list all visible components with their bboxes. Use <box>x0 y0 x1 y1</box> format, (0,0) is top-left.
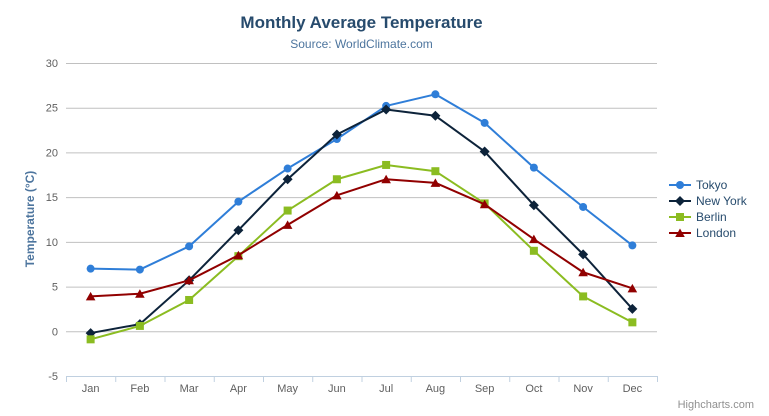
data-point-london[interactable] <box>430 178 441 187</box>
data-point-berlin[interactable] <box>628 318 637 327</box>
series-line-london[interactable] <box>89 178 634 298</box>
data-point-new-york[interactable] <box>430 110 441 121</box>
diamond-marker <box>675 196 685 206</box>
data-point-berlin[interactable] <box>579 292 588 301</box>
legend-item-berlin[interactable]: Berlin <box>669 209 747 225</box>
x-axis-tick-label: Aug <box>426 383 446 395</box>
x-axis-tick-label: Feb <box>130 383 149 395</box>
data-point-berlin[interactable] <box>135 321 144 330</box>
data-point-london[interactable] <box>627 283 638 293</box>
data-point-berlin[interactable] <box>431 167 440 176</box>
data-point-berlin[interactable] <box>283 206 292 215</box>
data-point-tokyo[interactable] <box>431 90 440 99</box>
data-point-new-york[interactable] <box>479 146 490 157</box>
series-tokyo[interactable] <box>86 90 637 274</box>
data-point-tokyo[interactable] <box>579 202 588 211</box>
square-marker <box>676 213 684 221</box>
circle-marker-icon <box>669 179 691 191</box>
gridlines <box>66 63 657 333</box>
series-london[interactable] <box>85 174 638 301</box>
legend-item-tokyo[interactable]: Tokyo <box>669 177 747 193</box>
legend: Tokyo New York Berlin London <box>669 177 747 241</box>
legend-label: Berlin <box>696 210 727 224</box>
series-line-berlin[interactable] <box>89 163 634 341</box>
y-axis-tick-label: -5 <box>48 371 58 383</box>
y-axis-title: Temperature (°C) <box>23 170 37 268</box>
x-axis-tick-label: Mar <box>180 383 199 395</box>
data-point-berlin[interactable] <box>332 175 341 184</box>
data-point-london[interactable] <box>578 267 588 277</box>
x-axis-tick-label: Oct <box>525 383 542 395</box>
legend-label: New York <box>696 194 747 208</box>
data-point-berlin[interactable] <box>185 295 194 304</box>
legend-label: London <box>696 226 737 240</box>
data-point-new-york[interactable] <box>528 200 539 211</box>
data-point-london[interactable] <box>282 220 293 229</box>
data-point-london[interactable] <box>332 190 342 200</box>
triangle-marker <box>675 228 685 237</box>
data-point-new-york[interactable] <box>578 249 589 260</box>
data-point-berlin[interactable] <box>86 335 95 344</box>
legend-item-london[interactable]: London <box>669 225 747 241</box>
data-point-london[interactable] <box>233 250 244 260</box>
data-point-berlin[interactable] <box>529 246 538 255</box>
chart-title: Monthly Average Temperature <box>240 13 483 32</box>
x-axis-tick-label: Jan <box>82 383 100 395</box>
data-point-tokyo[interactable] <box>86 264 95 273</box>
data-point-tokyo[interactable] <box>185 242 194 251</box>
y-axis-tick-label: 25 <box>46 103 58 115</box>
series-line-tokyo[interactable] <box>89 93 634 271</box>
credits-link[interactable]: Highcharts.com <box>677 399 754 411</box>
x-axis <box>66 376 658 382</box>
y-axis-labels: 30 25 20 15 10 5 0 -5 <box>46 58 58 383</box>
data-point-tokyo[interactable] <box>135 265 144 274</box>
diamond-marker-icon <box>669 195 691 207</box>
triangle-marker-icon <box>669 227 691 239</box>
legend-item-new-york[interactable]: New York <box>669 193 747 209</box>
y-axis-tick-label: 15 <box>46 192 58 204</box>
data-point-london[interactable] <box>85 291 96 301</box>
data-point-tokyo[interactable] <box>529 163 538 172</box>
data-point-new-york[interactable] <box>627 303 638 314</box>
x-axis-tick-label: Sep <box>475 383 495 395</box>
data-point-new-york[interactable] <box>381 104 392 115</box>
circle-marker <box>676 181 684 189</box>
x-axis-tick-label: Dec <box>623 383 643 395</box>
series-line-new-york[interactable] <box>89 108 634 335</box>
x-axis-tick-label: Jun <box>328 383 346 395</box>
data-point-tokyo[interactable] <box>628 241 637 250</box>
data-point-new-york[interactable] <box>331 129 342 140</box>
data-point-london[interactable] <box>529 234 539 244</box>
data-point-tokyo[interactable] <box>283 164 292 173</box>
export-menu-button[interactable] <box>733 21 751 39</box>
data-point-tokyo[interactable] <box>234 197 243 206</box>
chart-subtitle: Source: WorldClimate.com <box>290 37 433 51</box>
y-axis-tick-label: 10 <box>46 237 58 249</box>
y-axis-tick-label: 0 <box>52 326 58 338</box>
data-point-tokyo[interactable] <box>480 118 489 127</box>
x-axis-labels: Jan Feb Mar Apr May Jun Jul Aug Sep Oct Nov Dec <box>82 383 643 395</box>
legend-label: Tokyo <box>696 178 728 192</box>
data-point-new-york[interactable] <box>282 174 293 185</box>
x-axis-tick-label: Nov <box>573 383 593 395</box>
data-point-london[interactable] <box>479 199 490 209</box>
y-axis-tick-label: 20 <box>46 147 58 159</box>
data-point-new-york[interactable] <box>233 225 244 236</box>
data-point-london[interactable] <box>184 275 194 285</box>
data-point-london[interactable] <box>381 174 391 184</box>
data-point-london[interactable] <box>135 289 145 298</box>
x-axis-tick-label: May <box>277 383 298 395</box>
data-point-berlin[interactable] <box>382 160 391 169</box>
square-marker-icon <box>669 211 691 223</box>
y-axis-tick-label: 5 <box>52 282 58 294</box>
series-new-york[interactable] <box>85 104 638 339</box>
x-axis-tick-label: Jul <box>379 383 393 395</box>
x-axis-tick-label: Apr <box>230 383 247 395</box>
y-axis-tick-label: 30 <box>46 58 58 70</box>
